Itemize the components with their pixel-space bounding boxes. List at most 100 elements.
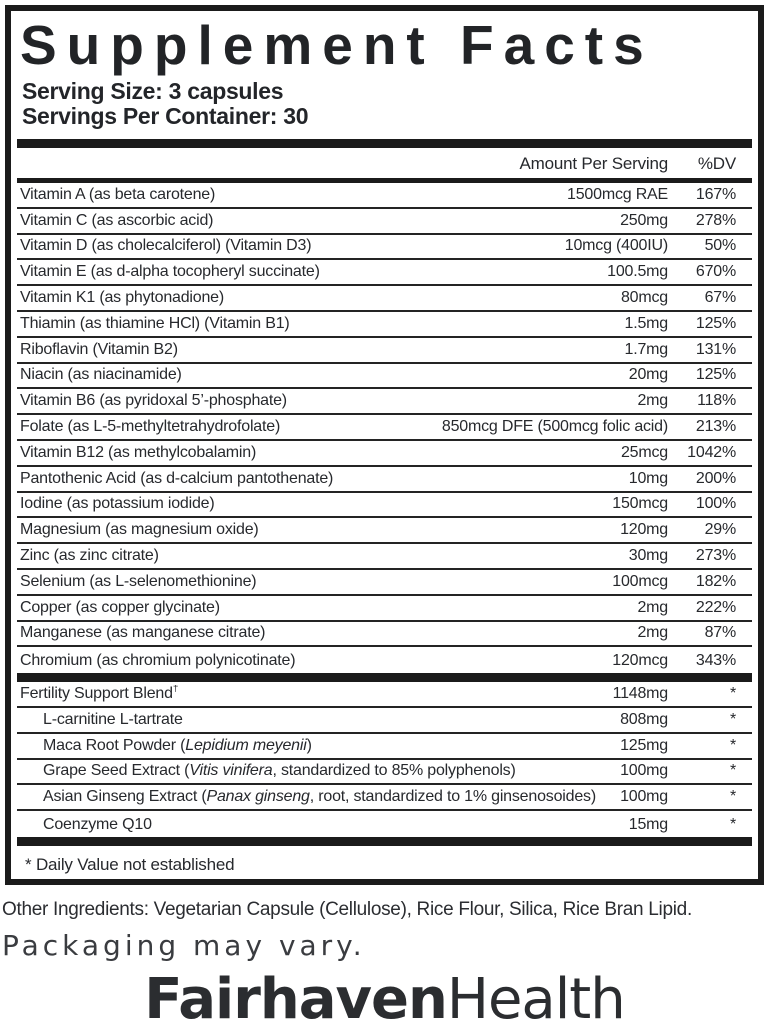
dv-value: 125%	[695, 366, 736, 384]
table-row: Asian Ginseng Extract (Panax ginseng, ro…	[17, 785, 752, 812]
dv-value: *	[729, 710, 736, 728]
table-row: Folate (as L-5-methyltetrahydrofolate) 85…	[17, 415, 752, 441]
amount-value: 850mcg DFE (500mcg folic acid)	[441, 417, 668, 435]
amount-value: 1.5mg	[624, 314, 669, 332]
ingredient-name: Grape Seed Extract (Vitis vinifera, stan…	[43, 762, 516, 780]
dv-value: *	[729, 815, 736, 833]
table-row: Vitamin C (as ascorbic acid) 250mg 278%	[17, 209, 752, 235]
amount-value: 80mcg	[620, 288, 668, 306]
ingredient-name: Vitamin A (as beta carotene)	[20, 185, 216, 203]
divider-bar-top	[17, 139, 752, 148]
amount-value: 1.7mg	[624, 340, 669, 358]
column-header-dv: %DV	[697, 154, 736, 173]
amount-value: 100mg	[620, 762, 668, 780]
amount-value: 125mg	[620, 736, 668, 754]
ingredient-name: Vitamin C (as ascorbic acid)	[20, 211, 214, 229]
amount-value: 2mg	[637, 392, 668, 410]
table-row: Thiamin (as thiamine HCl) (Vitamin B1) 1.…	[17, 312, 752, 338]
ingredient-name: Coenzyme Q10	[43, 815, 152, 833]
dv-value: 182%	[695, 572, 736, 590]
table-row: Riboflavin (Vitamin B2) 1.7mg 131%	[17, 338, 752, 364]
table-row: Vitamin D (as cholecalciferol) (Vitamin …	[17, 235, 752, 261]
table-row: Vitamin E (as d-alpha tocopheryl succina…	[17, 260, 752, 287]
ingredient-name: L-carnitine L-tartrate	[43, 710, 183, 728]
amount-value: 1148mg	[612, 684, 669, 702]
amount-value: 10mcg (400IU)	[564, 237, 668, 255]
ingredient-name: Zinc (as zinc citrate)	[20, 546, 159, 564]
table-row: Vitamin A (as beta carotene) 1500mcg RAE 1…	[17, 183, 752, 209]
table-row: Copper (as copper glycinate) 2mg 222%	[17, 596, 752, 622]
ingredient-name: Copper (as copper glycinate)	[20, 598, 220, 616]
table-row: Niacin (as niacinamide) 20mg 125%	[17, 364, 752, 390]
dv-value: 222%	[695, 598, 736, 616]
brand-logo-health: Health	[446, 967, 626, 1032]
ingredient-name: Vitamin E (as d-alpha tocopheryl succina…	[20, 263, 320, 281]
supplement-facts-title: Supplement Facts	[20, 14, 654, 76]
ingredient-name: Riboflavin (Vitamin B2)	[20, 340, 178, 358]
dv-value: 1042%	[687, 443, 736, 461]
serving-info: Serving Size: 3 capsules Servings Per Co…	[22, 79, 747, 129]
dv-value: 131%	[695, 340, 736, 358]
ingredient-name: Pantothenic Acid (as d-calcium pantothen…	[20, 469, 334, 487]
table-row: Iodine (as potassium iodide) 150mcg 100%	[17, 493, 752, 519]
dv-value: 278%	[695, 211, 736, 229]
ingredient-name: Asian Ginseng Extract (Panax ginseng, ro…	[43, 788, 596, 806]
table-header-row: Amount Per Serving %DV	[17, 148, 752, 183]
dv-value: 100%	[695, 495, 736, 513]
table-row: Manganese (as manganese citrate) 2mg 87%	[17, 622, 752, 648]
dv-value: 213%	[695, 417, 736, 435]
amount-value: 1500mcg RAE	[567, 185, 668, 203]
table-row: Selenium (as L-selenomethionine) 100mcg 18…	[17, 570, 752, 596]
amount-value: 100mg	[620, 788, 668, 806]
column-header-amount: Amount Per Serving	[519, 154, 668, 173]
amount-value: 2mg	[637, 598, 668, 616]
ingredient-name: Iodine (as potassium iodide)	[20, 495, 215, 513]
dv-value: 87%	[704, 624, 737, 642]
table-row: Fertility Support Blend† 1148mg *	[17, 682, 752, 708]
ingredient-name: Selenium (as L-selenomethionine)	[20, 572, 257, 590]
amount-value: 120mcg	[612, 652, 668, 670]
packaging-note-text: Packaging may vary.	[2, 929, 366, 962]
other-ingredients-text: Other Ingredients: Vegetarian Capsule (C…	[2, 899, 692, 920]
dv-value: 670%	[695, 263, 736, 281]
ingredient-name: Fertility Support Blend†	[20, 684, 179, 702]
servings-per-container-text: Servings Per Container: 30	[22, 103, 309, 129]
table-row: Vitamin K1 (as phytonadione) 80mcg 67%	[17, 286, 752, 312]
amount-value: 20mg	[628, 366, 668, 384]
amount-value: 100.5mg	[607, 263, 668, 281]
dv-value: 273%	[695, 546, 736, 564]
table-row: Pantothenic Acid (as d-calcium pantothen…	[17, 467, 752, 493]
dv-value: *	[729, 736, 736, 754]
blend-table: Fertility Support Blend† 1148mg * L-carniti…	[17, 682, 752, 837]
amount-value: 15mg	[628, 815, 668, 833]
daily-value-footnote: * Daily Value not established	[25, 854, 235, 874]
table-row: Vitamin B12 (as methylcobalamin) 25mcg 104…	[17, 441, 752, 467]
nutrient-table: Vitamin A (as beta carotene) 1500mcg RAE 1…	[17, 183, 752, 673]
ingredient-name: Chromium (as chromium polynicotinate)	[20, 652, 296, 670]
amount-value: 25mcg	[620, 443, 668, 461]
brand-logo-fairhaven: Fairhaven	[144, 967, 448, 1032]
ingredient-name: Thiamin (as thiamine HCl) (Vitamin B1)	[20, 314, 290, 332]
ingredient-name: Vitamin D (as cholecalciferol) (Vitamin …	[20, 237, 312, 255]
ingredient-name: Magnesium (as magnesium oxide)	[20, 521, 259, 539]
table-row: Zinc (as zinc citrate) 30mg 273%	[17, 544, 752, 570]
table-row: Maca Root Powder (Lepidium meyenii) 125mg…	[17, 734, 752, 760]
divider-bar-blend	[17, 673, 752, 683]
brand-logo: FairhavenHealth	[2, 972, 767, 1028]
amount-value: 30mg	[628, 546, 668, 564]
dv-value: *	[729, 762, 736, 780]
amount-value: 2mg	[637, 624, 668, 642]
divider-bar-footnote	[17, 836, 752, 846]
ingredient-name: Maca Root Powder (Lepidium meyenii)	[43, 736, 312, 754]
dv-value: 29%	[704, 521, 737, 539]
ingredient-name: Niacin (as niacinamide)	[20, 366, 182, 384]
amount-value: 150mcg	[612, 495, 668, 513]
table-row: Coenzyme Q10 15mg *	[17, 811, 752, 837]
amount-value: 250mg	[620, 211, 668, 229]
dv-value: 200%	[695, 469, 736, 487]
ingredient-name: Vitamin K1 (as phytonadione)	[20, 288, 225, 306]
dv-value: 67%	[704, 288, 737, 306]
table-row: L-carnitine L-tartrate 808mg *	[17, 708, 752, 734]
dv-value: 167%	[695, 185, 736, 203]
ingredient-name: Vitamin B12 (as methylcobalamin)	[20, 443, 257, 461]
